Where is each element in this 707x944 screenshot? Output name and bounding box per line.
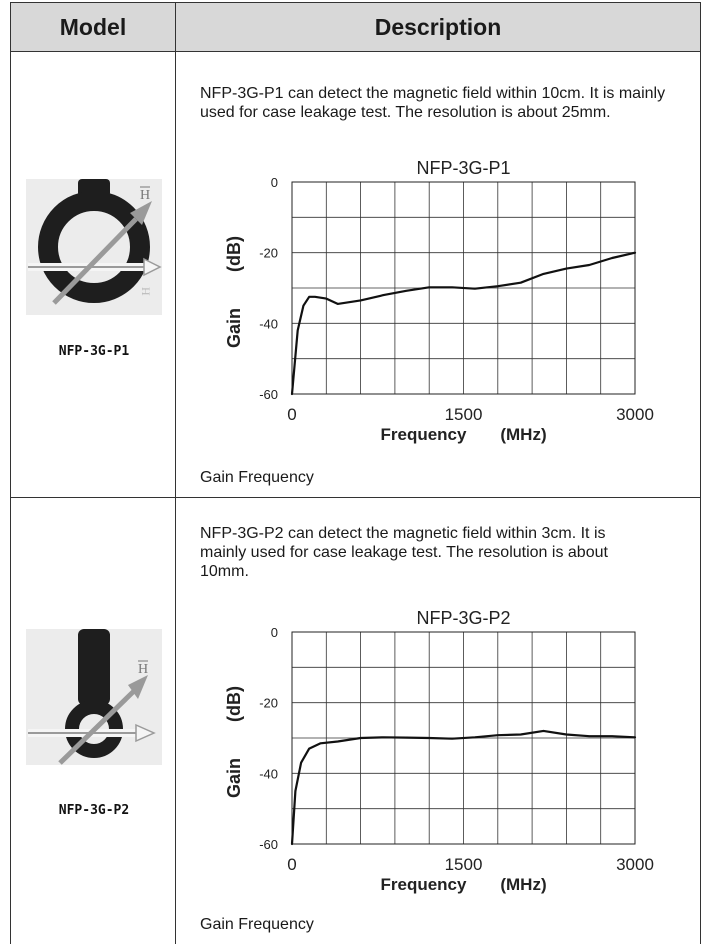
- model-label-p2: NFP-3G-P2: [58, 803, 130, 818]
- header-model-label: Model: [59, 13, 127, 40]
- y-tick-label: -20: [259, 246, 278, 261]
- x-tick-label: 1500: [445, 405, 483, 424]
- chart-title: NFP-3G-P2: [416, 608, 510, 628]
- gain-curve: [290, 729, 637, 846]
- x-axis-label: Frequency: [381, 875, 468, 894]
- y-tick-label: -20: [259, 696, 278, 711]
- description-text-p2: NFP-3G-P2 can detect the magnetic field …: [200, 525, 608, 580]
- header-model: Model: [10, 2, 176, 52]
- y-tick-label: -60: [259, 387, 278, 402]
- caption-p2: Gain Frequency: [200, 916, 314, 933]
- svg-text:H: H: [139, 287, 153, 296]
- header-description: Description: [175, 2, 701, 52]
- y-tick-label: -40: [259, 316, 278, 331]
- svg-text:H: H: [140, 188, 150, 203]
- y-tick-label: 0: [271, 175, 278, 190]
- probe-spec-table: Model Description H H NFP-3G-P1 NFP-3G-P…: [10, 2, 701, 944]
- row-1-model-cell: H H NFP-3G-P1: [10, 51, 176, 498]
- row-2-model-cell: H NFP-3G-P2: [10, 497, 176, 944]
- chart-title: NFP-3G-P1: [416, 158, 510, 178]
- description-text-p1: NFP-3G-P1 can detect the magnetic field …: [200, 85, 666, 121]
- y-axis-label: Gain: [224, 308, 244, 348]
- chart-p1-svg: NFP-3G-P1 0 -20 -40 -60 0 1500 3000 Frequency (MH…: [224, 158, 654, 444]
- y-tick-label: -60: [259, 837, 278, 852]
- x-axis-unit: (MHz): [500, 425, 546, 444]
- model-label-p1: NFP-3G-P1: [58, 344, 130, 359]
- y-tick-label: 0: [271, 625, 278, 640]
- x-axis-label: Frequency: [381, 425, 468, 444]
- x-tick-label: 1500: [445, 855, 483, 874]
- stick-probe-image: H: [26, 629, 162, 765]
- x-tick-label: 3000: [616, 855, 654, 874]
- x-axis-unit: (MHz): [500, 875, 546, 894]
- chart-p2-svg: NFP-3G-P2 0 -20 -40 -60 0 1500 3000 Frequency (MH…: [224, 608, 654, 894]
- gain-chart-p1: NFP-3G-P1 0 -20 -40 -60 0 1500 3000 Frequency (MH…: [196, 156, 656, 451]
- y-axis-label: Gain: [224, 758, 244, 798]
- caption-p1: Gain Frequency: [200, 469, 314, 486]
- gain-chart-p2: NFP-3G-P2 0 -20 -40 -60 0 1500 3000 Frequency (MH…: [196, 606, 656, 901]
- plot-frame: [291, 181, 636, 395]
- gain-curve: [290, 251, 637, 396]
- y-tick-label: -40: [259, 766, 278, 781]
- header-description-label: Description: [374, 13, 502, 40]
- y-axis-unit: (dB): [224, 236, 244, 272]
- x-tick-label: 0: [287, 405, 296, 424]
- x-tick-label: 3000: [616, 405, 654, 424]
- row-2-description-cell: NFP-3G-P2 can detect the magnetic field …: [175, 497, 701, 944]
- y-axis-unit: (dB): [224, 686, 244, 722]
- row-1-description-cell: NFP-3G-P1 can detect the magnetic field …: [175, 51, 701, 498]
- loop-probe-image: H H: [26, 179, 162, 315]
- svg-text:H: H: [138, 662, 148, 677]
- x-tick-label: 0: [287, 855, 296, 874]
